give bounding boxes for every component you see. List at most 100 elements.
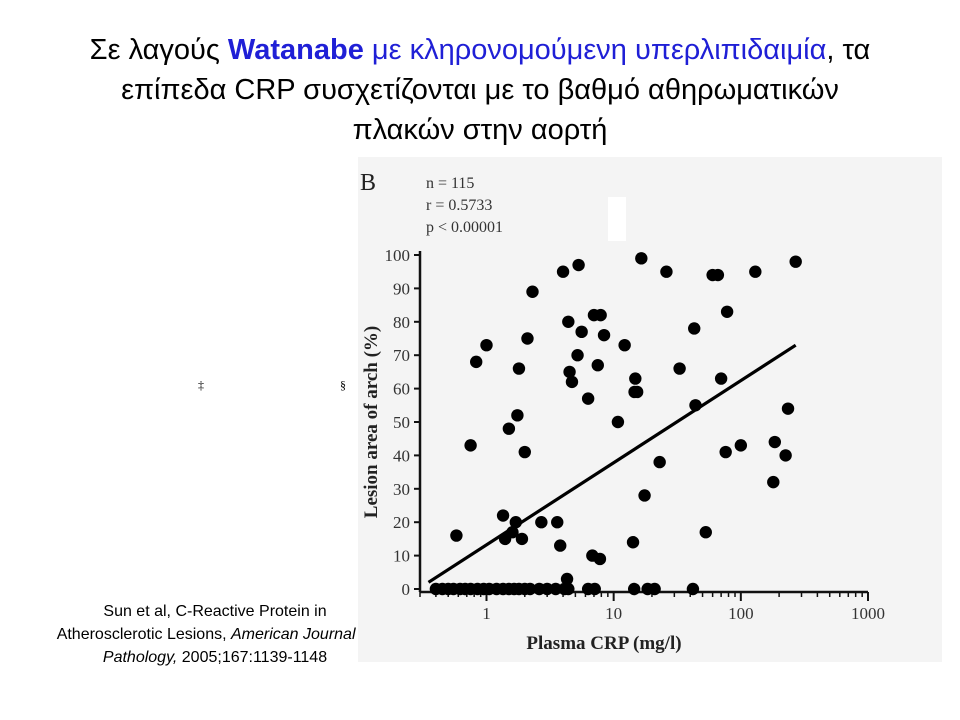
data-point xyxy=(714,372,728,385)
y-tick-label: 20 xyxy=(393,513,410,532)
title-part-4: , τα xyxy=(826,34,871,66)
title-line-3: πλακών στην αορτή xyxy=(352,114,608,146)
data-point xyxy=(551,516,564,529)
citation-line-2a: Atherosclerotic Lesions, xyxy=(56,626,231,643)
y-tick-label: 60 xyxy=(393,380,410,399)
data-point xyxy=(560,572,574,586)
regression-line xyxy=(427,343,797,584)
citation-line-3: Pathology, 2005;167:1139-1148 xyxy=(15,646,415,669)
data-point xyxy=(653,455,666,469)
citation-journal-end: Pathology, xyxy=(102,649,178,666)
points-group xyxy=(429,252,802,596)
data-point xyxy=(630,385,644,399)
y-tick-label: 80 xyxy=(393,313,410,332)
data-point xyxy=(554,539,567,552)
data-point xyxy=(480,338,493,352)
y-tick-label: 30 xyxy=(393,480,410,499)
y-tick-label: 0 xyxy=(402,580,411,599)
data-point xyxy=(627,582,641,596)
citation-line-3b: 2005;167:1139-1148 xyxy=(177,649,328,666)
data-point xyxy=(521,332,534,345)
data-point xyxy=(526,285,539,298)
citation-journal: American Journal of xyxy=(231,626,374,643)
data-point xyxy=(711,268,725,282)
data-point xyxy=(594,308,607,322)
figure-white-block xyxy=(608,197,626,241)
data-point xyxy=(597,328,611,342)
data-point xyxy=(523,582,537,596)
title-line-1: Σε λαγούς Watanabe με κληρονομούμενη υπε… xyxy=(20,30,940,70)
data-point xyxy=(638,489,651,502)
figure-background xyxy=(358,157,942,662)
data-point xyxy=(464,439,477,452)
data-point xyxy=(575,325,588,339)
data-point xyxy=(515,532,529,546)
data-point xyxy=(688,322,701,335)
stat-label: n = 115 xyxy=(426,175,474,192)
data-point xyxy=(699,526,712,539)
data-point xyxy=(768,435,782,449)
data-point xyxy=(565,375,579,389)
citation-line-1: Sun et al, C-Reactive Protein in xyxy=(103,603,327,620)
x-tick-label: 10 xyxy=(605,604,622,623)
stat-label: p < 0.00001 xyxy=(426,219,503,236)
data-point xyxy=(781,402,795,415)
data-point xyxy=(593,552,607,566)
data-point xyxy=(635,252,648,265)
data-point xyxy=(626,536,640,549)
scatter-figure: B n = 115 r = 0.5733 p < 0.00001 0 10 20 30 40… xyxy=(358,157,942,662)
fit-group xyxy=(427,343,797,584)
data-point xyxy=(496,509,510,522)
data-point xyxy=(629,372,642,385)
data-point xyxy=(648,582,661,596)
data-point xyxy=(572,258,585,272)
data-point xyxy=(549,582,562,596)
data-point xyxy=(720,305,734,318)
y-tick-label: 10 xyxy=(393,547,410,566)
citation: Sun et al, C-Reactive Protein in Atheros… xyxy=(15,600,415,669)
data-point xyxy=(660,265,673,278)
title-part-2: Watanabe xyxy=(227,34,364,66)
y-tick-label: 100 xyxy=(385,246,411,265)
slide-title: Σε λαγούς Watanabe με κληρονομούμενη υπε… xyxy=(20,30,940,150)
data-point xyxy=(673,362,686,375)
x-tick-label: 100 xyxy=(728,604,754,623)
data-point xyxy=(779,449,792,462)
data-point xyxy=(611,415,625,429)
dagger-glyph: ‡ xyxy=(198,378,204,392)
data-point xyxy=(562,582,575,596)
y-tick-label: 40 xyxy=(393,446,410,465)
data-point xyxy=(518,445,531,459)
data-point xyxy=(749,265,762,278)
title-part-3: με κληρονομούμενη υπερλιπιδαιμία xyxy=(363,34,827,66)
data-point xyxy=(511,409,524,422)
x-tick-label: 1000 xyxy=(851,604,885,623)
x-tick-label: 1 xyxy=(482,604,491,623)
data-point xyxy=(734,439,748,452)
x-axis-label: Plasma CRP (mg/l) xyxy=(526,633,681,654)
data-point xyxy=(556,265,570,278)
data-point xyxy=(686,582,700,596)
data-point xyxy=(571,349,584,362)
data-point xyxy=(581,392,595,405)
data-point xyxy=(512,362,526,375)
data-point xyxy=(450,529,463,542)
section-glyph: § xyxy=(340,378,346,392)
title-part-1: Σε λαγούς xyxy=(89,34,228,66)
data-point xyxy=(789,255,802,268)
data-point xyxy=(588,582,601,596)
data-point xyxy=(618,338,631,352)
panel-label: B xyxy=(360,170,376,196)
y-axis-label: Lesion area of arch (%) xyxy=(361,326,382,518)
stats-group: n = 115 r = 0.5733 p < 0.00001 xyxy=(426,175,503,236)
y-tick-label: 70 xyxy=(393,346,410,365)
data-point xyxy=(540,582,554,596)
data-point xyxy=(563,365,576,379)
data-point xyxy=(767,475,780,489)
citation-line-2: Atherosclerotic Lesions, American Journa… xyxy=(15,623,415,646)
y-tick-label: 90 xyxy=(393,279,410,298)
title-line-2: επίπεδα CRP συσχετίζονται με το βαθμό αθ… xyxy=(121,74,839,106)
stat-label: r = 0.5733 xyxy=(426,197,492,214)
data-point xyxy=(719,445,732,459)
